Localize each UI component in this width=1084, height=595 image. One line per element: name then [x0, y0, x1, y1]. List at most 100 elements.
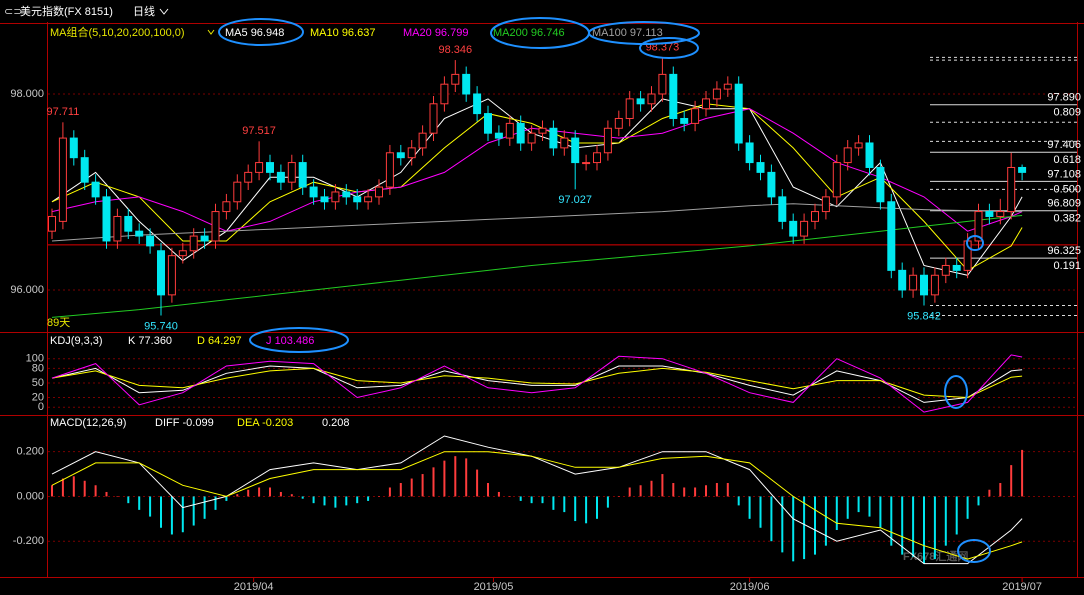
- legend-value: 97.113: [630, 27, 663, 39]
- icon[interactable]: ⊂⊃: [4, 6, 22, 18]
- candle-body: [157, 250, 165, 296]
- macd-bar: [83, 480, 86, 497]
- dropdown-arrow[interactable]: [159, 8, 169, 15]
- legend-entry: MA200 96.746: [493, 27, 565, 39]
- macd-bar: [432, 467, 435, 497]
- candle-body: [778, 196, 787, 222]
- y-tick-label: -0.200: [13, 535, 44, 547]
- candle-body: [276, 171, 285, 183]
- macd-bar: [323, 496, 326, 506]
- y-tick-label: 0: [38, 401, 44, 413]
- candle-body: [222, 201, 231, 213]
- macd-bar: [105, 491, 108, 497]
- price-annotation: 95.842: [907, 310, 941, 322]
- legend-entry: DIFF -0.099: [155, 417, 214, 429]
- macd-bar: [388, 487, 391, 497]
- macd-bar: [824, 496, 827, 546]
- macd-bar: [912, 496, 915, 557]
- macd-bar: [879, 496, 882, 528]
- candle-body: [876, 166, 885, 203]
- y-tick-label: 0.200: [16, 446, 44, 458]
- candle-body: [549, 127, 558, 149]
- macd-bar: [519, 496, 522, 501]
- legend-name: MA5: [225, 27, 248, 39]
- macd-bar: [170, 496, 173, 535]
- legend-name: K: [128, 335, 136, 347]
- candle-body: [854, 142, 863, 149]
- y-tick-label: 0.000: [16, 490, 44, 502]
- candle-body: [255, 162, 264, 173]
- candle-body: [974, 211, 983, 242]
- candle-body: [745, 142, 754, 164]
- candle-body: [821, 196, 830, 213]
- legend-name: MA200: [493, 27, 528, 39]
- macd-bar: [476, 469, 479, 497]
- macd-bar: [149, 496, 152, 517]
- candle-body: [418, 132, 427, 149]
- candle-body: [320, 196, 329, 203]
- candle-body: [930, 274, 939, 296]
- candle-body: [309, 186, 318, 198]
- legend-name: DEA: [237, 417, 260, 429]
- x-tick-label: 2019/05: [474, 581, 514, 593]
- macd-bar: [258, 487, 261, 497]
- legend-entry: K 77.360: [128, 335, 172, 347]
- legend-entry: J 103.486: [266, 335, 314, 347]
- macd-bar: [160, 496, 162, 528]
- macd-bar: [61, 478, 64, 497]
- candle-body: [69, 137, 78, 159]
- macd-bar: [345, 496, 348, 506]
- legend-value: 103.486: [275, 335, 315, 347]
- candle-body: [887, 201, 896, 271]
- legend-value: 96.637: [342, 27, 376, 39]
- legend-value: 77.360: [138, 335, 172, 347]
- candle-body: [244, 171, 253, 183]
- candle-body: [789, 220, 798, 237]
- indicator-label: MA组合(5,10,20,200,100,0): [50, 25, 185, 39]
- candle-body: [266, 162, 274, 173]
- frame: [0, 22, 1084, 578]
- legend-entry: DEA -0.203: [237, 417, 293, 429]
- macd-bar: [923, 496, 925, 564]
- fib-price: 96.809: [1047, 198, 1081, 210]
- candle-body: [767, 171, 776, 198]
- highlight-ellipse: [957, 539, 991, 563]
- legend-entry: MA5 96.948: [225, 27, 284, 39]
- candle-body: [429, 103, 438, 134]
- candle-body: [702, 98, 710, 110]
- candle-body: [952, 264, 961, 271]
- candle-body: [233, 181, 242, 203]
- candle-body: [440, 83, 449, 105]
- chart-title: 美元指数(FX 8151): [20, 4, 113, 18]
- candle-body: [723, 83, 732, 90]
- candle-body: [48, 215, 56, 232]
- candle-body: [113, 215, 122, 242]
- highlights: [218, 17, 991, 563]
- macd-bar: [247, 489, 250, 497]
- indicator-label: KDJ(9,3,3): [50, 335, 103, 347]
- candle-body: [941, 264, 950, 276]
- macd-bar: [290, 494, 293, 497]
- y-tick-label: 80: [32, 362, 44, 374]
- candle-body: [505, 122, 514, 139]
- candle-body: [560, 137, 569, 149]
- fib-price: 97.406: [1047, 139, 1081, 151]
- candle-body: [909, 274, 918, 291]
- macd-bar: [487, 483, 489, 497]
- y-tick-label: 98.000: [10, 88, 44, 100]
- legend-entry: MA20 96.799: [403, 27, 468, 39]
- macd-bar: [955, 496, 958, 535]
- candle-body: [920, 274, 928, 296]
- candle-body: [800, 220, 809, 237]
- macd-bar: [857, 496, 860, 513]
- macd-bar: [705, 485, 707, 497]
- macd-bar: [792, 496, 795, 562]
- price-annotation: 97.517: [242, 125, 276, 137]
- candle-body: [451, 73, 460, 85]
- legend-name: D: [197, 335, 205, 347]
- legend-value: 96.799: [435, 27, 469, 39]
- dropdown-arrow[interactable]: [207, 29, 215, 35]
- macd-bar: [225, 496, 228, 501]
- period[interactable]: 日线: [133, 4, 155, 18]
- legend-name: MA20: [403, 27, 432, 39]
